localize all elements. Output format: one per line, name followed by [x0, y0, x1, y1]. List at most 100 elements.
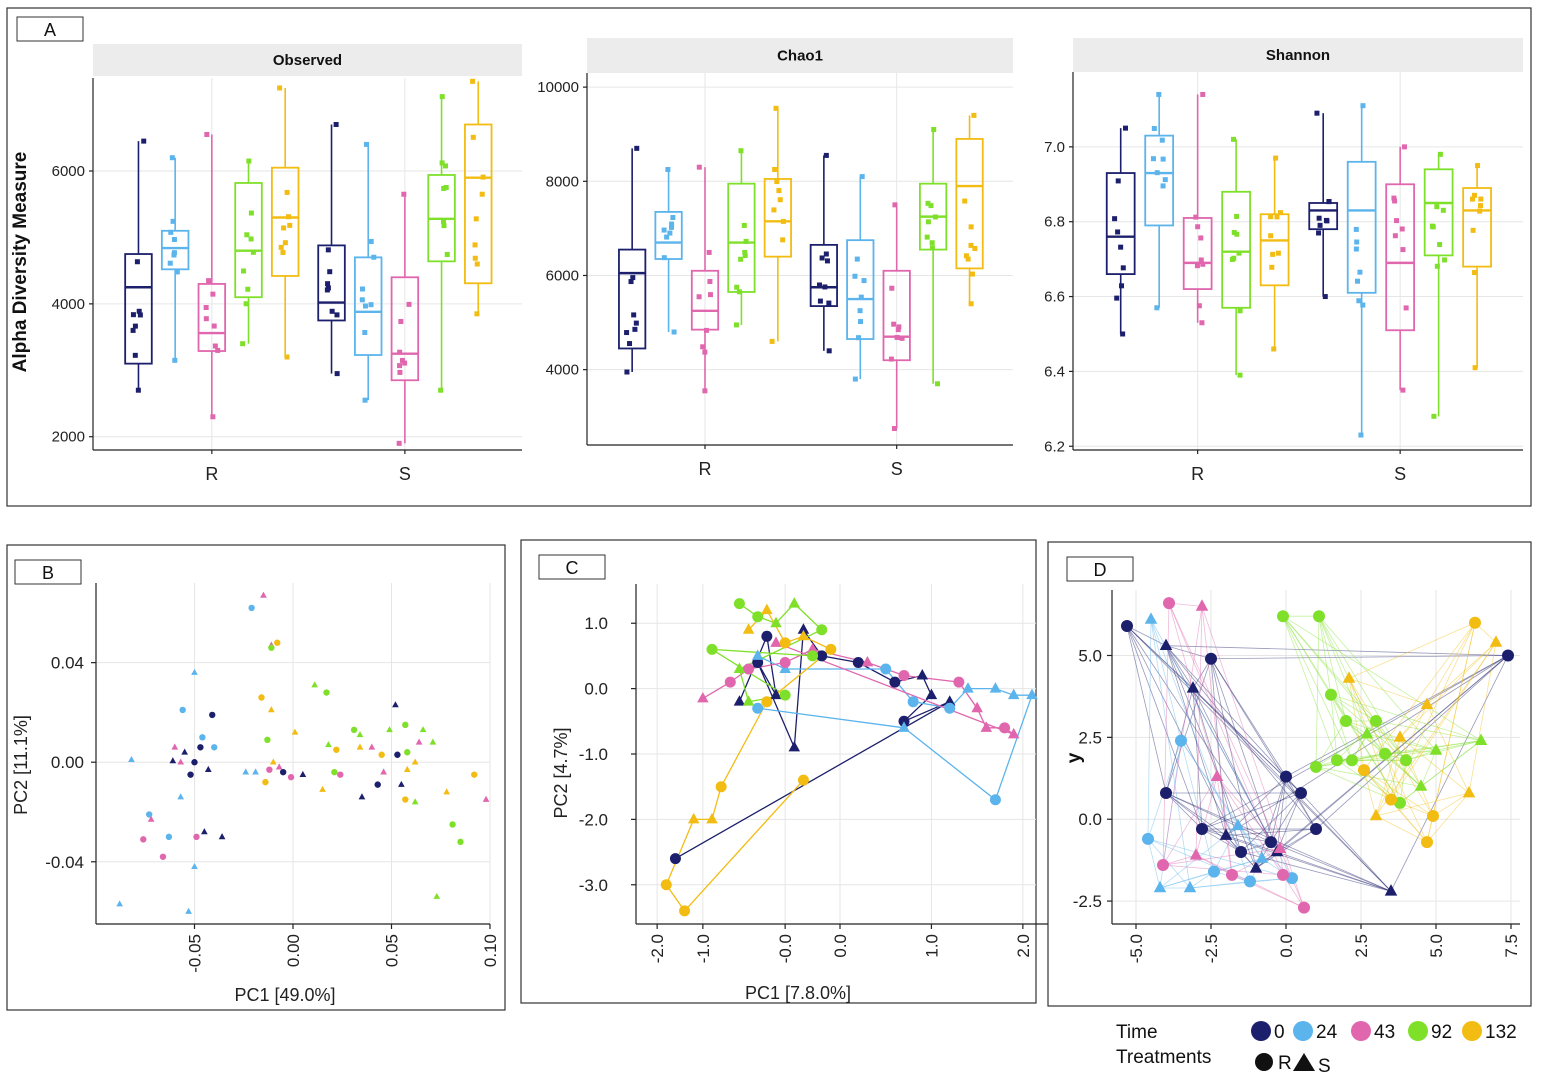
sample-point [700, 344, 706, 350]
legend-time-0: 0 [1274, 1022, 1285, 1043]
scatter-point [368, 743, 376, 750]
network-edge [1237, 825, 1263, 859]
legend-time-132-dot [1462, 1021, 1482, 1041]
network-edge [1168, 602, 1281, 849]
sample-point [962, 198, 968, 204]
network-node [1421, 836, 1433, 849]
network-node [1462, 785, 1476, 798]
sample-point [1434, 263, 1440, 269]
box-92-S [427, 94, 456, 393]
scatter-point [411, 758, 419, 765]
sample-point [857, 308, 863, 314]
network-node [1295, 787, 1307, 800]
box-iqr [197, 283, 227, 352]
scatter-point [266, 766, 273, 773]
sample-point [892, 202, 898, 208]
scatter-point [140, 836, 147, 843]
sample-point [1360, 302, 1366, 308]
box-132-R [1259, 155, 1290, 352]
sample-point [780, 218, 786, 224]
scatter-point [742, 695, 755, 706]
network-node [1273, 841, 1287, 854]
sample-point [817, 298, 823, 304]
sample-point [932, 214, 938, 220]
sample-point [1314, 110, 1320, 116]
network-node [1210, 769, 1224, 781]
network-edge [1165, 792, 1392, 892]
scatter-point [258, 694, 265, 701]
sample-point [1354, 278, 1360, 284]
network-node [1340, 714, 1352, 727]
network-node [1342, 671, 1356, 683]
sample-point [1198, 235, 1204, 241]
box-iqr [654, 211, 683, 260]
network-edge [1399, 737, 1434, 817]
scatter-point [816, 650, 828, 662]
sample-point [742, 252, 748, 258]
sample-point [972, 246, 978, 252]
legend-time-92: 92 [1431, 1022, 1452, 1043]
network-edge [1282, 616, 1353, 761]
sample-point [856, 335, 862, 341]
scatter-point [889, 676, 901, 688]
network-node [1159, 638, 1173, 650]
box-iqr [1308, 202, 1339, 231]
scatter-point [751, 649, 764, 660]
scatter-point [291, 728, 299, 735]
scatter-point [248, 604, 255, 612]
network-edge [1126, 625, 1167, 794]
sample-point [852, 273, 858, 279]
sample-point [971, 112, 977, 118]
sample-point [1231, 136, 1237, 142]
sample-point [733, 322, 739, 328]
network-edge [1270, 776, 1287, 843]
network-node [1286, 872, 1298, 885]
box-92-R [1221, 136, 1251, 378]
network-edge [1405, 740, 1482, 761]
sample-point [1391, 195, 1397, 201]
sample-point [777, 197, 783, 203]
sample-point [439, 160, 445, 166]
network-node [1153, 880, 1167, 893]
network-edge [1126, 625, 1392, 892]
network-edge [1375, 792, 1470, 817]
network-edge [1351, 720, 1377, 761]
sample-point [968, 224, 974, 230]
scatter-point [403, 765, 411, 772]
sample-point [334, 312, 340, 318]
sample-point [1430, 224, 1436, 230]
network-node [1469, 616, 1481, 629]
sample-point [968, 242, 974, 248]
network-node [1231, 818, 1245, 831]
panel-a-tag-text: A [44, 20, 56, 40]
network-edge [1165, 792, 1203, 830]
network-edge [1189, 877, 1293, 889]
scatter-point [179, 706, 186, 714]
scatter-point [443, 788, 451, 795]
scatter-point [898, 721, 910, 732]
box-iqr [1423, 168, 1454, 257]
network-edge [1390, 737, 1401, 800]
x-tick-label: 0.0 [831, 934, 850, 958]
scatter-point [197, 744, 204, 751]
scatter-point [269, 758, 277, 765]
sample-point [248, 236, 254, 242]
sample-point [667, 230, 673, 236]
sample-point [1354, 239, 1360, 245]
sample-point [1469, 196, 1475, 202]
network-edge [1210, 658, 1287, 777]
network-edge [1210, 658, 1257, 869]
network-edge [1255, 655, 1509, 869]
sample-point [1199, 320, 1205, 326]
sample-point [246, 158, 252, 164]
x-tick-label: -5.0 [1127, 934, 1146, 963]
sample-point [925, 200, 931, 206]
sample-point [362, 330, 368, 336]
y-tick-label: 0.0 [1078, 810, 1102, 829]
panel-b-chart: 0.04 0.00 -0.04 -0.05 0.00 0.05 0.10 [45, 583, 500, 973]
sample-point [473, 216, 479, 222]
box-iqr [1462, 187, 1492, 268]
scatter-point [252, 768, 259, 775]
network-edge [1420, 750, 1437, 787]
network-edge [1285, 776, 1317, 830]
